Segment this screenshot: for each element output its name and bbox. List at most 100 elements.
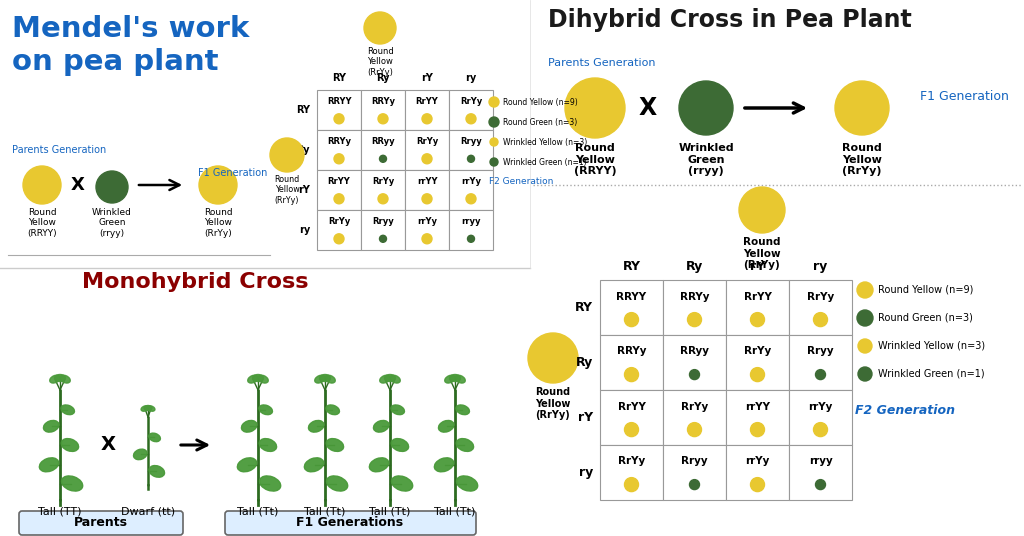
Circle shape (466, 194, 476, 204)
Bar (449, 170, 493, 210)
Text: Wrinkled Yellow (n=3): Wrinkled Yellow (n=3) (503, 138, 587, 146)
Circle shape (858, 367, 872, 381)
Ellipse shape (141, 406, 148, 411)
Bar (790, 335, 852, 390)
Ellipse shape (391, 405, 404, 415)
Ellipse shape (455, 375, 465, 383)
Circle shape (334, 154, 344, 164)
Text: F2 Generation: F2 Generation (489, 177, 553, 187)
Text: RRYY: RRYY (616, 292, 646, 301)
Circle shape (528, 333, 578, 383)
Circle shape (565, 78, 625, 138)
Circle shape (334, 114, 344, 124)
Text: Parents Generation: Parents Generation (548, 58, 655, 68)
Ellipse shape (61, 405, 75, 415)
Text: Tall (Tt): Tall (Tt) (238, 507, 279, 517)
Bar (726, 445, 790, 500)
Text: Rryy: Rryy (807, 346, 834, 356)
Text: ry: ry (579, 466, 593, 479)
Ellipse shape (438, 420, 454, 432)
Text: Rryy: Rryy (681, 457, 708, 466)
Circle shape (813, 422, 827, 437)
Bar (790, 280, 852, 335)
Ellipse shape (391, 438, 409, 451)
Ellipse shape (258, 375, 268, 383)
Text: RrYY: RrYY (617, 401, 645, 412)
Bar (317, 170, 361, 210)
Ellipse shape (327, 476, 348, 491)
Text: Ry: Ry (686, 260, 703, 273)
Ellipse shape (54, 375, 66, 382)
Circle shape (687, 422, 701, 437)
Circle shape (858, 339, 872, 353)
Bar (600, 390, 663, 445)
Text: Round Green (n=3): Round Green (n=3) (503, 117, 578, 126)
Text: Round Yellow (n=9): Round Yellow (n=9) (878, 285, 974, 295)
Text: rryy: rryy (809, 457, 833, 466)
Bar (449, 90, 493, 130)
Text: RRYy: RRYy (616, 346, 646, 356)
Circle shape (689, 480, 699, 489)
Text: Parents: Parents (74, 517, 128, 530)
Text: rrYY: rrYY (745, 401, 770, 412)
Text: Dwarf (tt): Dwarf (tt) (121, 507, 175, 517)
Circle shape (739, 187, 785, 233)
Text: rrYy: rrYy (745, 457, 770, 466)
Text: RY: RY (623, 260, 640, 273)
Bar (317, 210, 361, 250)
Text: Round
Yellow
(RrYy): Round Yellow (RrYy) (367, 47, 393, 77)
Text: Tall (Tt): Tall (Tt) (370, 507, 411, 517)
Text: Dihybrid Cross in Pea Plant: Dihybrid Cross in Pea Plant (548, 8, 911, 32)
Circle shape (96, 171, 128, 203)
Circle shape (815, 480, 825, 489)
Circle shape (490, 138, 498, 146)
Text: Round
Yellow
(RrYy): Round Yellow (RrYy) (274, 175, 300, 205)
Text: RRyy: RRyy (680, 346, 709, 356)
Ellipse shape (457, 476, 478, 491)
Circle shape (625, 368, 639, 382)
Text: RRYy: RRYy (327, 138, 351, 146)
Ellipse shape (457, 438, 474, 451)
Bar (600, 335, 663, 390)
Ellipse shape (253, 375, 263, 382)
Circle shape (813, 312, 827, 326)
Circle shape (625, 478, 639, 492)
Circle shape (270, 138, 304, 172)
Circle shape (857, 282, 873, 298)
Ellipse shape (133, 449, 147, 460)
Bar (600, 445, 663, 500)
Bar (726, 280, 790, 335)
Text: Round
Yellow
(RRYY): Round Yellow (RRYY) (28, 208, 56, 238)
Ellipse shape (434, 458, 454, 472)
Text: rY: rY (578, 411, 593, 424)
Text: ry: ry (299, 225, 310, 235)
Ellipse shape (150, 466, 165, 477)
Circle shape (199, 166, 237, 204)
Circle shape (468, 155, 474, 162)
Text: rrYy: rrYy (417, 218, 437, 227)
Ellipse shape (370, 458, 389, 472)
Ellipse shape (39, 458, 58, 472)
Text: X: X (100, 435, 116, 455)
Ellipse shape (444, 375, 455, 383)
Circle shape (489, 117, 499, 127)
Bar (663, 390, 726, 445)
Circle shape (466, 114, 476, 124)
Circle shape (679, 81, 733, 135)
Circle shape (751, 368, 765, 382)
Text: RrYY: RrYY (416, 98, 438, 107)
Ellipse shape (242, 420, 257, 432)
Bar (317, 90, 361, 130)
Ellipse shape (308, 420, 324, 432)
Ellipse shape (450, 375, 461, 382)
Text: Parents Generation: Parents Generation (12, 145, 106, 155)
Ellipse shape (259, 438, 276, 451)
Text: Wrinkled
Green
(rryy): Wrinkled Green (rryy) (678, 143, 734, 176)
Circle shape (625, 312, 639, 326)
Bar (790, 390, 852, 445)
Text: RrYy: RrYy (617, 457, 645, 466)
Ellipse shape (314, 375, 326, 383)
Text: X: X (639, 96, 657, 120)
Bar (361, 130, 406, 170)
Text: ry: ry (813, 260, 827, 273)
